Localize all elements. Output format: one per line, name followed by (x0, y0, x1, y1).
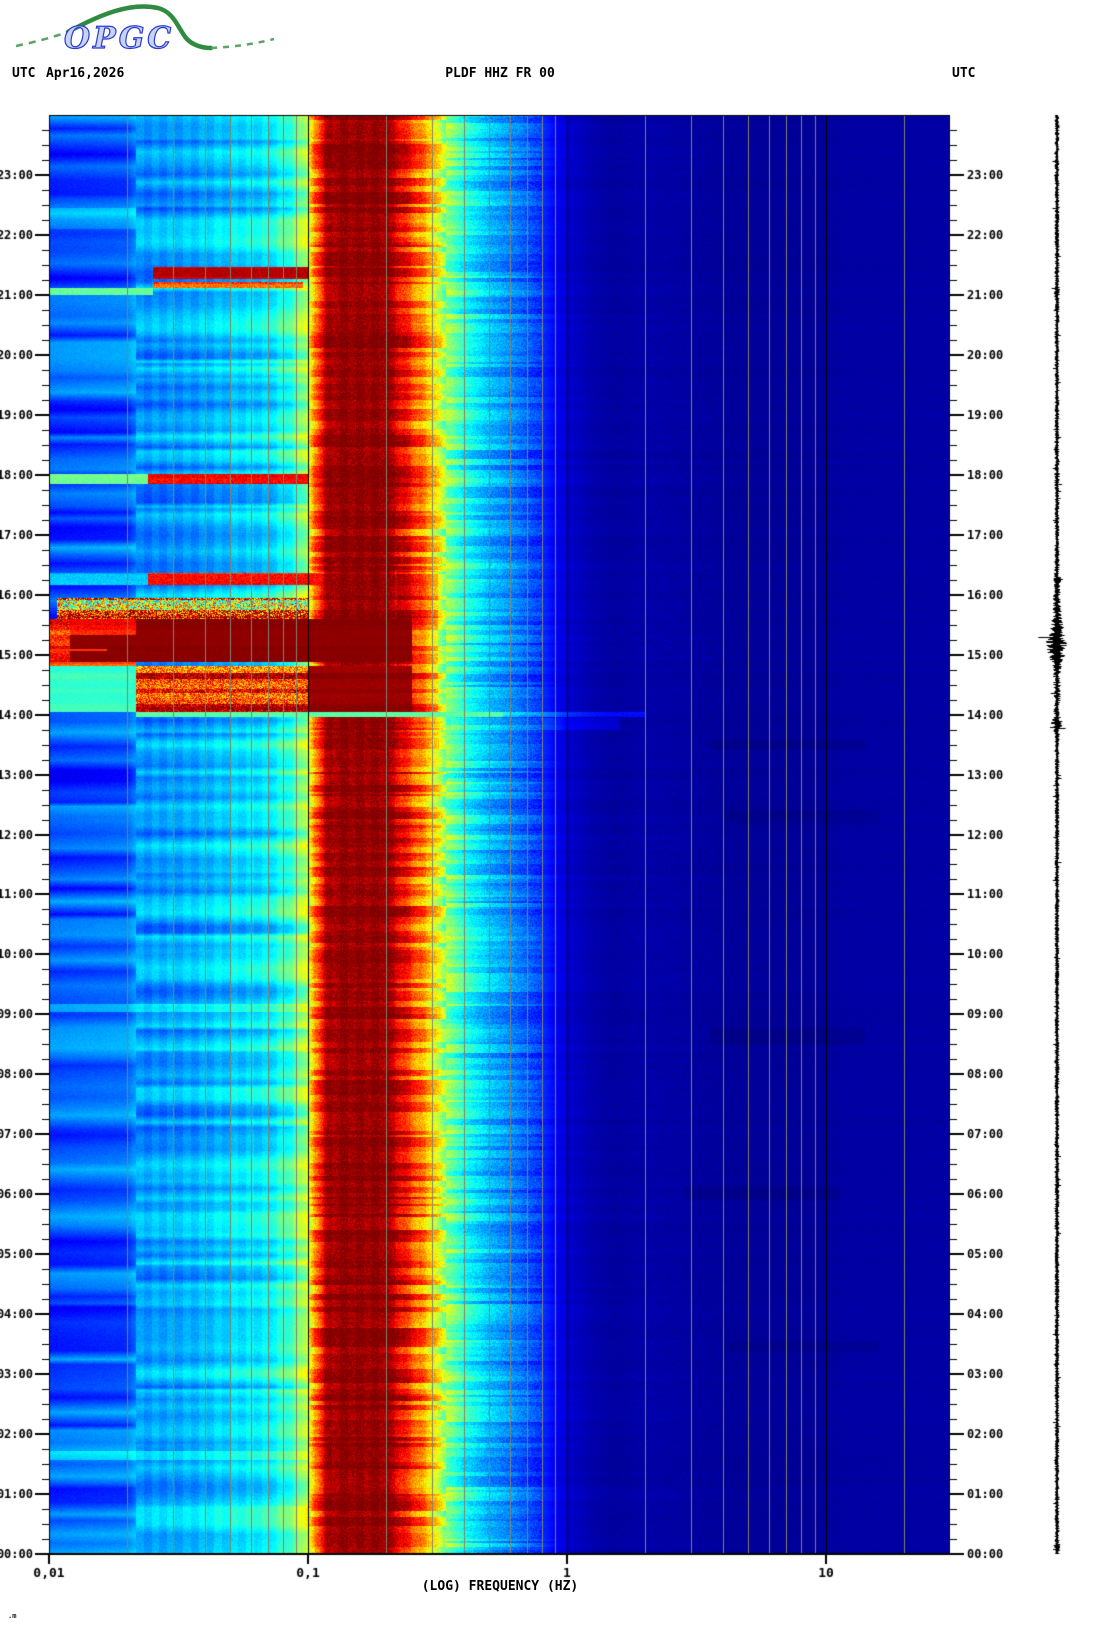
station-title: PLDF HHZ FR 00 (445, 66, 555, 81)
utc-label-right: UTC (952, 66, 976, 81)
utc-label-left: UTC (12, 66, 36, 81)
logo-curve-main (65, 4, 214, 51)
opgc-logo: OPGC (15, 4, 275, 57)
logo-curve-right-dashed (210, 37, 275, 50)
logo-curve-left-dashed (15, 30, 69, 48)
opgc-logo-text: OPGC (64, 21, 174, 56)
x-axis-title: (LOG) FREQUENCY (HZ) (421, 1579, 579, 1594)
date-label: Apr16,2026 (46, 66, 125, 81)
corner-signature: .m (8, 1612, 17, 1620)
